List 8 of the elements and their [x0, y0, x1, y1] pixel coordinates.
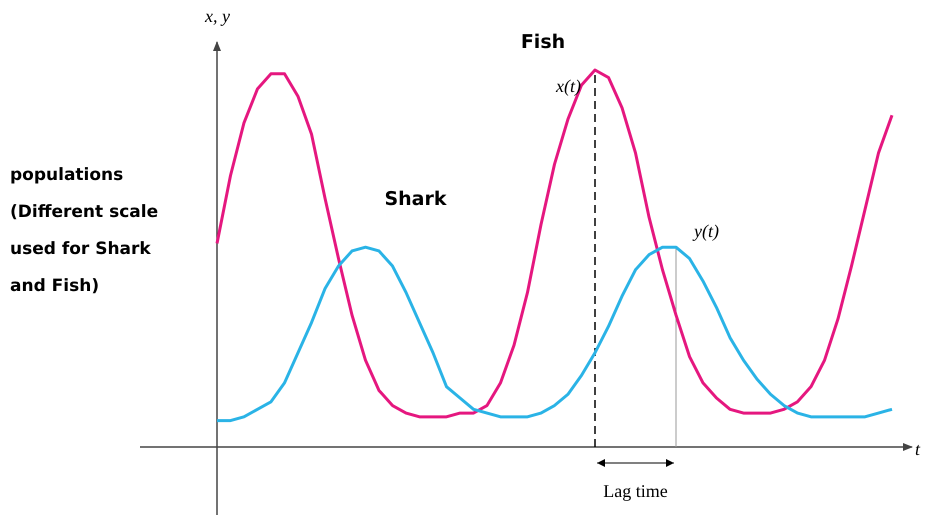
annotation: y(t): [692, 221, 719, 242]
text: populations (Different scale used for Shark and Fish): [10, 165, 158, 296]
y-axis-title: x, y: [204, 6, 230, 26]
annotation: x(t): [555, 76, 581, 96]
x-axis-title: t: [915, 439, 921, 459]
series-label: Fish: [520, 31, 566, 53]
text: Shark: [384, 188, 447, 210]
text: Lag time: [603, 481, 668, 501]
